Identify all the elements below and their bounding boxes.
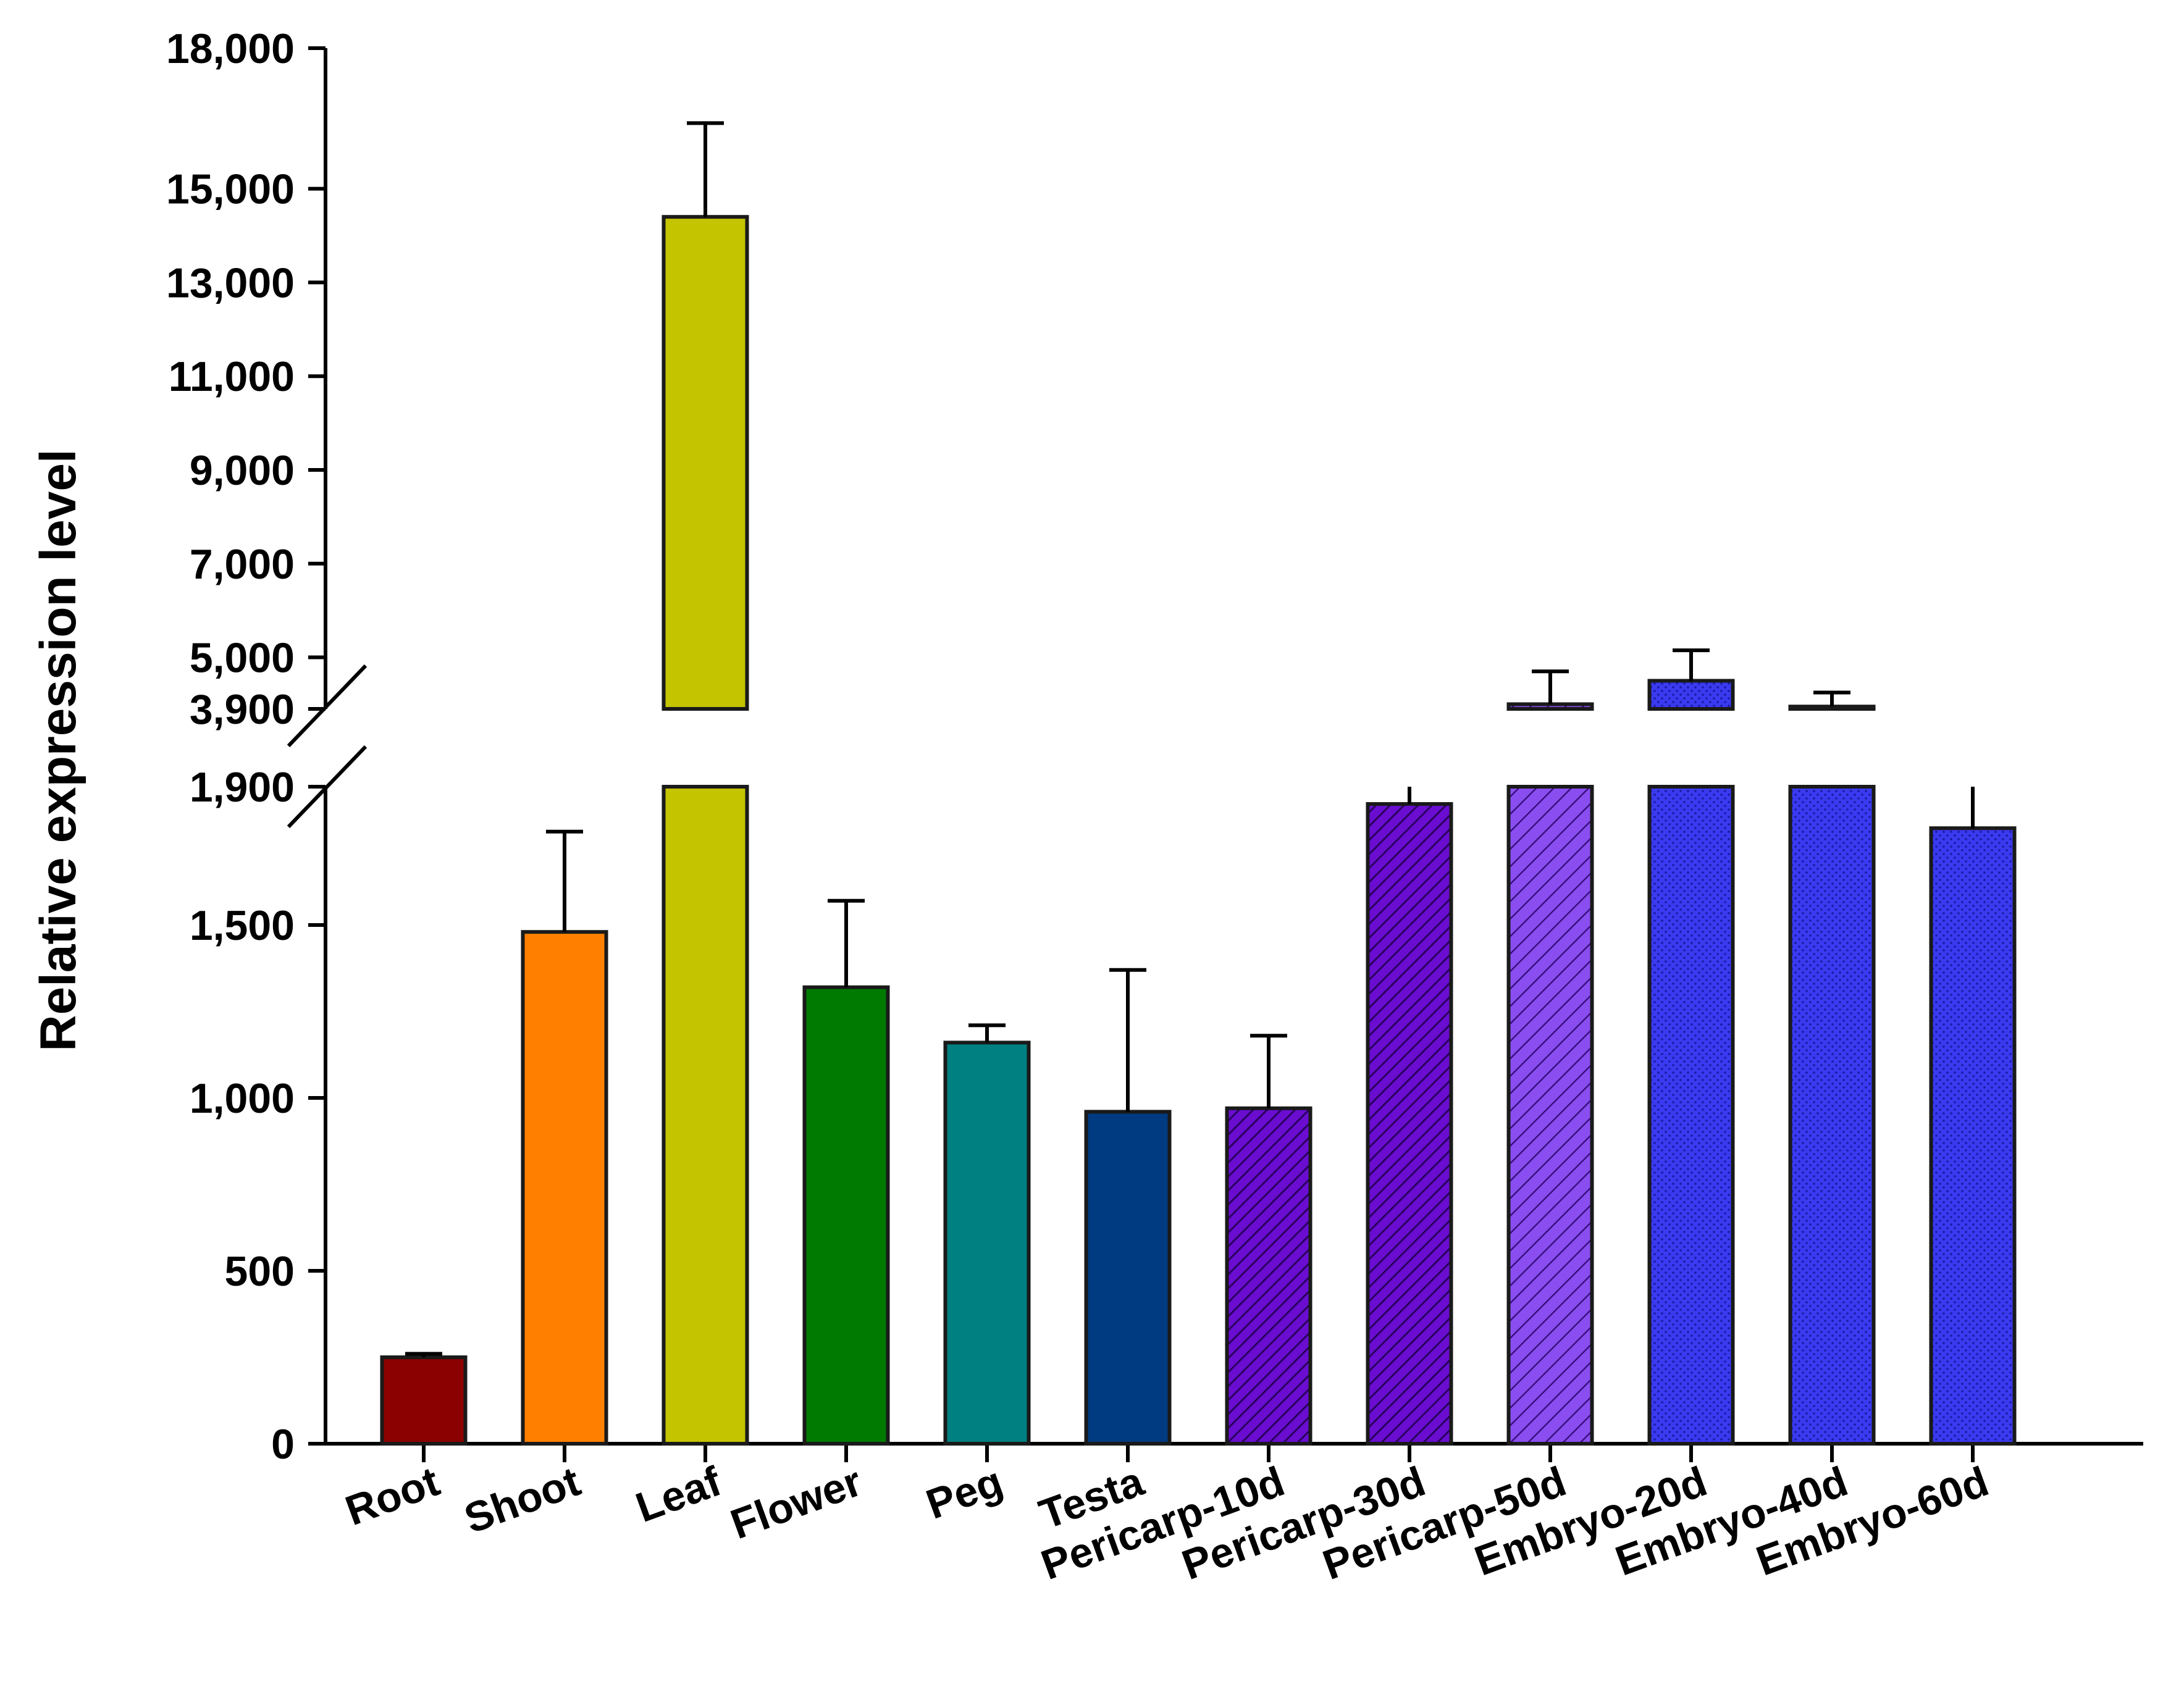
y-tick-label: 18,000	[166, 25, 295, 72]
y-tick-label: 1,000	[190, 1075, 295, 1122]
bar-embryo-60d	[1929, 826, 2017, 1446]
category-label-flower: Flower	[724, 1458, 868, 1548]
y-tick-label: 3,900	[190, 686, 295, 733]
bar-root	[380, 1355, 468, 1446]
y-tick-label: 1,500	[190, 902, 295, 949]
bar-leaf-lower	[662, 785, 749, 1446]
bar-embryo-20d-upper	[1647, 679, 1735, 711]
category-label-peg: Peg	[920, 1458, 1009, 1528]
bars-layer	[380, 121, 2017, 1446]
bar-pericarp-30d	[1366, 802, 1453, 1446]
bar-leaf-upper	[662, 215, 749, 711]
bar-testa	[1084, 1110, 1172, 1446]
bar-shoot	[521, 930, 608, 1446]
y-tick-label: 11,000	[169, 353, 295, 400]
bar-embryo-40d-upper	[1788, 705, 1876, 711]
category-label-leaf: Leaf	[630, 1458, 728, 1531]
axis-break-mark-lower	[287, 745, 368, 829]
axis-break-mark-upper	[287, 664, 368, 748]
y-tick-label: 15,000	[166, 166, 295, 213]
y-tick-label: 500	[225, 1248, 295, 1295]
category-label-root: Root	[340, 1458, 445, 1534]
y-tick-label: 9,000	[190, 447, 295, 494]
bar-pericarp-50d-lower	[1506, 785, 1594, 1446]
y-tick-label: 5,000	[190, 635, 295, 682]
bar-peg	[943, 1040, 1031, 1446]
category-label-shoot: Shoot	[458, 1458, 586, 1543]
y-axis-title: Relative expression level	[30, 449, 86, 1051]
y-tick-label: 0	[271, 1421, 295, 1468]
bar-embryo-40d-lower	[1788, 785, 1876, 1446]
bar-embryo-20d-lower	[1647, 785, 1735, 1446]
y-tick-label: 7,000	[190, 541, 295, 588]
bar-pericarp-50d-upper	[1506, 702, 1594, 711]
y-tick-label: 1,900	[190, 764, 295, 811]
bar-pericarp-10d	[1225, 1106, 1312, 1446]
bar-flower	[802, 985, 890, 1446]
y-tick-label: 13,000	[166, 259, 295, 306]
